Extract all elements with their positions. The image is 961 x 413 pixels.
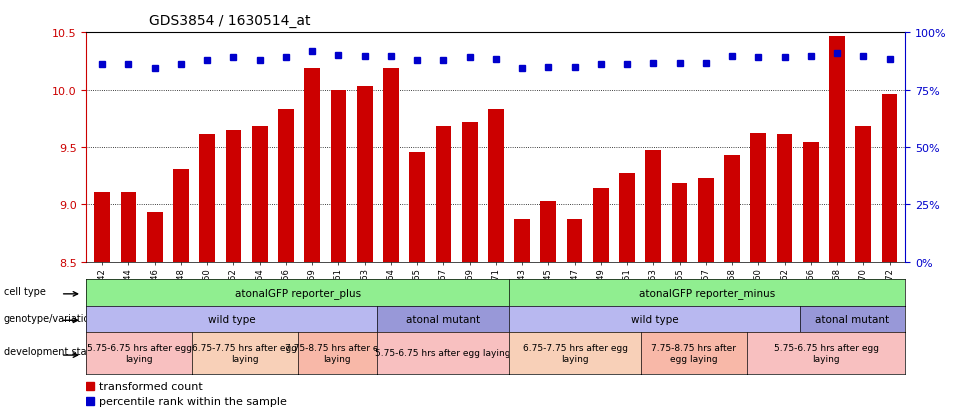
Text: wild type: wild type [208,314,256,324]
Bar [593,189,608,262]
Text: atonalGFP reporter_plus: atonalGFP reporter_plus [234,287,360,298]
Text: atonal mutant: atonal mutant [815,314,890,324]
Bar [488,110,504,262]
Bar [357,87,373,262]
Bar [121,192,136,262]
Bar [567,220,582,262]
Text: transformed count: transformed count [99,381,202,391]
Bar [226,131,241,262]
Text: 5.75-6.75 hrs after egg laying: 5.75-6.75 hrs after egg laying [376,349,511,358]
Bar [776,135,793,262]
Text: 6.75-7.75 hrs after egg
laying: 6.75-7.75 hrs after egg laying [523,344,628,363]
Text: 6.75-7.75 hrs after egg
laying: 6.75-7.75 hrs after egg laying [192,344,298,363]
Text: 5.75-6.75 hrs after egg
laying: 5.75-6.75 hrs after egg laying [774,344,878,363]
Text: 7.75-8.75 hrs after egg
laying: 7.75-8.75 hrs after egg laying [284,344,390,363]
Bar [383,69,399,262]
Text: wild type: wild type [630,314,678,324]
Bar [278,110,294,262]
Bar [173,169,188,262]
Bar [751,134,766,262]
Bar [514,220,530,262]
Bar [619,174,635,262]
Bar [331,90,346,262]
Bar [435,127,452,262]
Text: genotype/variation: genotype/variation [4,313,96,323]
Text: GDS3854 / 1630514_at: GDS3854 / 1630514_at [149,14,310,28]
Text: percentile rank within the sample: percentile rank within the sample [99,396,286,406]
Bar [147,213,162,262]
Bar [698,178,714,262]
Bar [802,143,819,262]
Text: 5.75-6.75 hrs after egg
laying: 5.75-6.75 hrs after egg laying [86,344,192,363]
Bar [199,135,215,262]
Bar [461,122,478,262]
Bar [672,183,687,262]
Bar [881,95,898,262]
Bar [305,69,320,262]
Text: atonal mutant: atonal mutant [406,314,480,324]
Text: cell type: cell type [4,287,45,297]
Text: 7.75-8.75 hrs after
egg laying: 7.75-8.75 hrs after egg laying [652,344,736,363]
Text: atonalGFP reporter_minus: atonalGFP reporter_minus [639,287,776,298]
Bar [252,127,267,262]
Bar [409,152,425,262]
Bar [540,202,556,262]
Bar [94,192,111,262]
Text: development stage: development stage [4,346,98,356]
Bar [855,127,871,262]
Bar [725,156,740,262]
Bar [829,36,845,262]
Bar [646,151,661,262]
